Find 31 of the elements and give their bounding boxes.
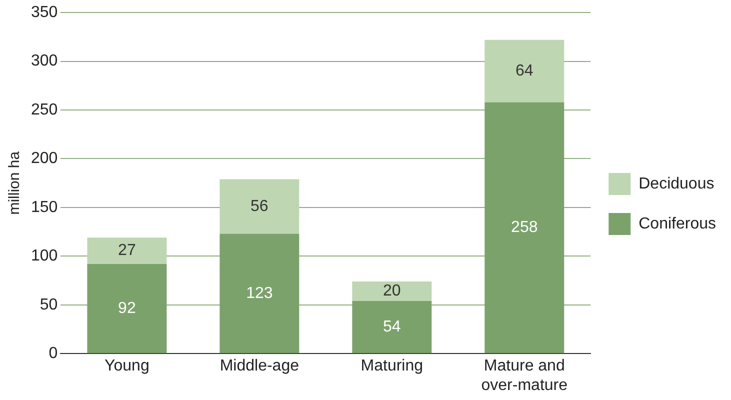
bar (484, 40, 564, 102)
bar (220, 234, 300, 354)
data-label: 123 (246, 284, 273, 302)
y-tick-label: 300 (30, 52, 58, 70)
bar (87, 264, 167, 354)
y-tick-label: 100 (30, 248, 58, 265)
y-tick-label: 200 (30, 150, 58, 168)
x-tick-label: Young (104, 358, 150, 375)
data-label: 92 (118, 300, 136, 317)
x-tick-label: Mature and over-mature (481, 358, 568, 394)
data-label: 20 (383, 282, 401, 300)
y-tick-label: 250 (30, 101, 58, 118)
data-label: 54 (383, 318, 401, 336)
bar (220, 179, 300, 234)
bar (352, 300, 432, 354)
bar (352, 282, 432, 301)
x-tick-label: Maturing (360, 358, 424, 375)
data-label: 258 (511, 219, 538, 236)
bar (87, 238, 167, 264)
y-tick-label: 150 (30, 198, 58, 216)
legend-label: Coniferous (638, 215, 716, 232)
y-tick-label: 0 (48, 345, 58, 362)
bar (484, 102, 564, 354)
data-label: 64 (515, 62, 534, 80)
x-tick-label: Middle-age (220, 358, 300, 375)
y-tick-label: 350 (30, 4, 58, 22)
data-label: 56 (250, 198, 268, 215)
y-tick-label: 50 (40, 296, 58, 314)
legend-label: Deciduous (638, 175, 714, 192)
y-axis-title: million ha (6, 150, 24, 215)
data-label: 27 (118, 242, 136, 260)
